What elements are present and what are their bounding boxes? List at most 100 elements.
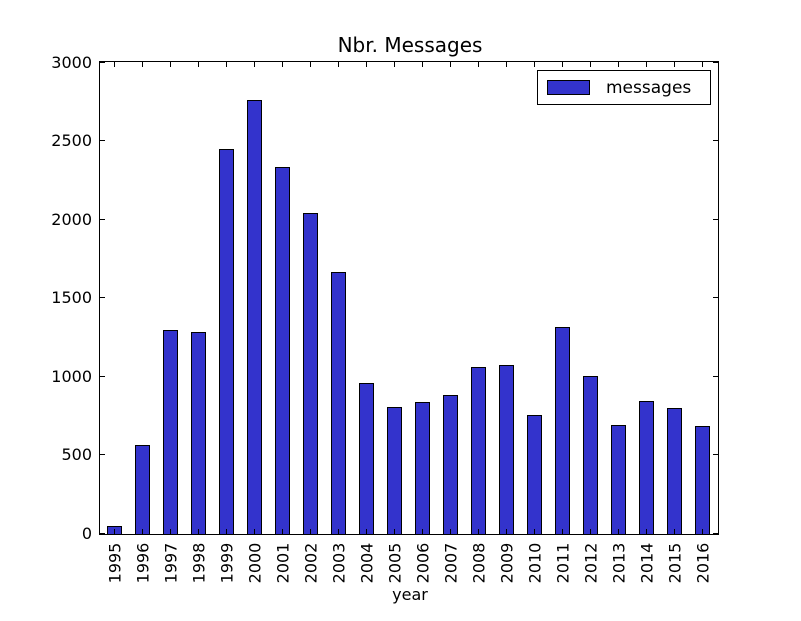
legend-label: messages: [606, 77, 692, 98]
x-tick-label: 1999: [217, 542, 237, 584]
x-tick-label: 2012: [581, 542, 601, 584]
x-tick-label: 2011: [553, 542, 573, 584]
bar-2010: [527, 414, 543, 534]
x-tick-top: [141, 62, 143, 67]
x-tick-label: 2006: [413, 542, 433, 584]
y-tick-label: 0: [81, 523, 92, 543]
x-tick-top: [618, 62, 620, 67]
x-tick-label: 2004: [357, 542, 377, 584]
x-tick-top: [674, 62, 676, 67]
x-tick-top: [337, 62, 339, 67]
bar-2013: [611, 424, 627, 534]
x-tick-top: [281, 62, 283, 67]
x-tick-top: [113, 62, 115, 67]
x-tick-top: [393, 62, 395, 67]
bar-1998: [190, 332, 206, 534]
y-tick-left: [100, 62, 105, 63]
x-tick-bottom: [506, 529, 508, 534]
x-tick-top: [506, 62, 508, 67]
y-tick-label: 1000: [51, 366, 92, 386]
bar-2006: [415, 402, 431, 534]
x-tick-top: [450, 62, 452, 67]
plot-area: messages: [99, 61, 719, 535]
x-tick-top: [365, 62, 367, 67]
x-tick-label: 2014: [637, 542, 657, 584]
x-tick-top: [253, 62, 255, 67]
x-tick-bottom: [393, 529, 395, 534]
x-tick-label: 2008: [469, 542, 489, 584]
x-tick-top: [422, 62, 424, 67]
y-tick-right: [713, 532, 718, 534]
x-tick-label: 2007: [441, 542, 461, 584]
x-tick-label: 2005: [385, 542, 405, 584]
x-tick-bottom: [141, 529, 143, 534]
bar-2009: [499, 365, 515, 534]
y-tick-right: [713, 375, 718, 377]
x-tick-label: 1997: [161, 542, 181, 584]
y-tick-left: [100, 454, 105, 455]
bar-2002: [302, 212, 318, 534]
y-tick-right: [713, 297, 718, 298]
y-tick-label: 1500: [51, 288, 92, 307]
x-tick-bottom: [365, 529, 367, 534]
y-tick-left: [100, 218, 105, 220]
bar-2005: [386, 406, 402, 534]
bar-2008: [471, 366, 487, 534]
bar-1997: [162, 329, 178, 534]
legend: messages: [537, 70, 711, 105]
x-tick-top: [309, 62, 311, 67]
y-tick-label: 3000: [51, 52, 92, 72]
bar-1999: [218, 149, 234, 534]
y-tick-left: [100, 532, 105, 534]
x-tick-label: 2016: [693, 542, 713, 584]
y-tick-right: [713, 62, 718, 63]
x-tick-bottom: [534, 529, 536, 534]
x-tick-bottom: [169, 529, 171, 534]
x-tick-bottom: [422, 529, 424, 534]
legend-swatch-messages: [547, 80, 590, 95]
y-tick-right: [713, 218, 718, 220]
x-tick-top: [478, 62, 480, 67]
x-tick-bottom: [450, 529, 452, 534]
bar-2000: [246, 99, 262, 534]
x-tick-top: [590, 62, 592, 67]
x-tick-top: [646, 62, 648, 67]
x-tick-label: 2001: [273, 542, 293, 584]
x-tick-bottom: [646, 529, 648, 534]
y-tick-right: [713, 454, 718, 455]
bar-2011: [555, 326, 571, 534]
bar-2007: [443, 395, 459, 534]
bar-2001: [274, 166, 290, 534]
bar-2014: [639, 400, 655, 534]
x-tick-top: [562, 62, 564, 67]
bar-2004: [358, 382, 374, 534]
x-tick-label: 2010: [525, 542, 545, 584]
x-tick-bottom: [197, 529, 199, 534]
x-tick-bottom: [590, 529, 592, 534]
y-tick-label: 2000: [51, 209, 92, 229]
y-tick-left: [100, 297, 105, 298]
x-tick-top: [702, 62, 704, 67]
x-tick-bottom: [253, 529, 255, 534]
x-tick-bottom: [113, 529, 115, 534]
x-tick-bottom: [225, 529, 227, 534]
x-tick-label: 2003: [329, 542, 349, 584]
bar-1996: [134, 444, 150, 534]
x-tick-label: 2002: [301, 542, 321, 584]
x-tick-top: [225, 62, 227, 67]
bar-2016: [695, 425, 711, 534]
x-tick-label: 2013: [609, 542, 629, 584]
x-tick-label: 2015: [665, 542, 685, 584]
bar-2015: [667, 408, 683, 534]
y-tick-right: [713, 140, 718, 141]
chart-title: Nbr. Messages: [337, 33, 483, 57]
x-tick-bottom: [309, 529, 311, 534]
x-axis-label: year: [392, 585, 428, 604]
x-tick-label: 2000: [245, 542, 265, 584]
x-tick-label: 1998: [189, 542, 209, 584]
bar-2003: [330, 271, 346, 534]
y-tick-left: [100, 375, 105, 377]
x-tick-top: [534, 62, 536, 67]
y-tick-left: [100, 140, 105, 141]
